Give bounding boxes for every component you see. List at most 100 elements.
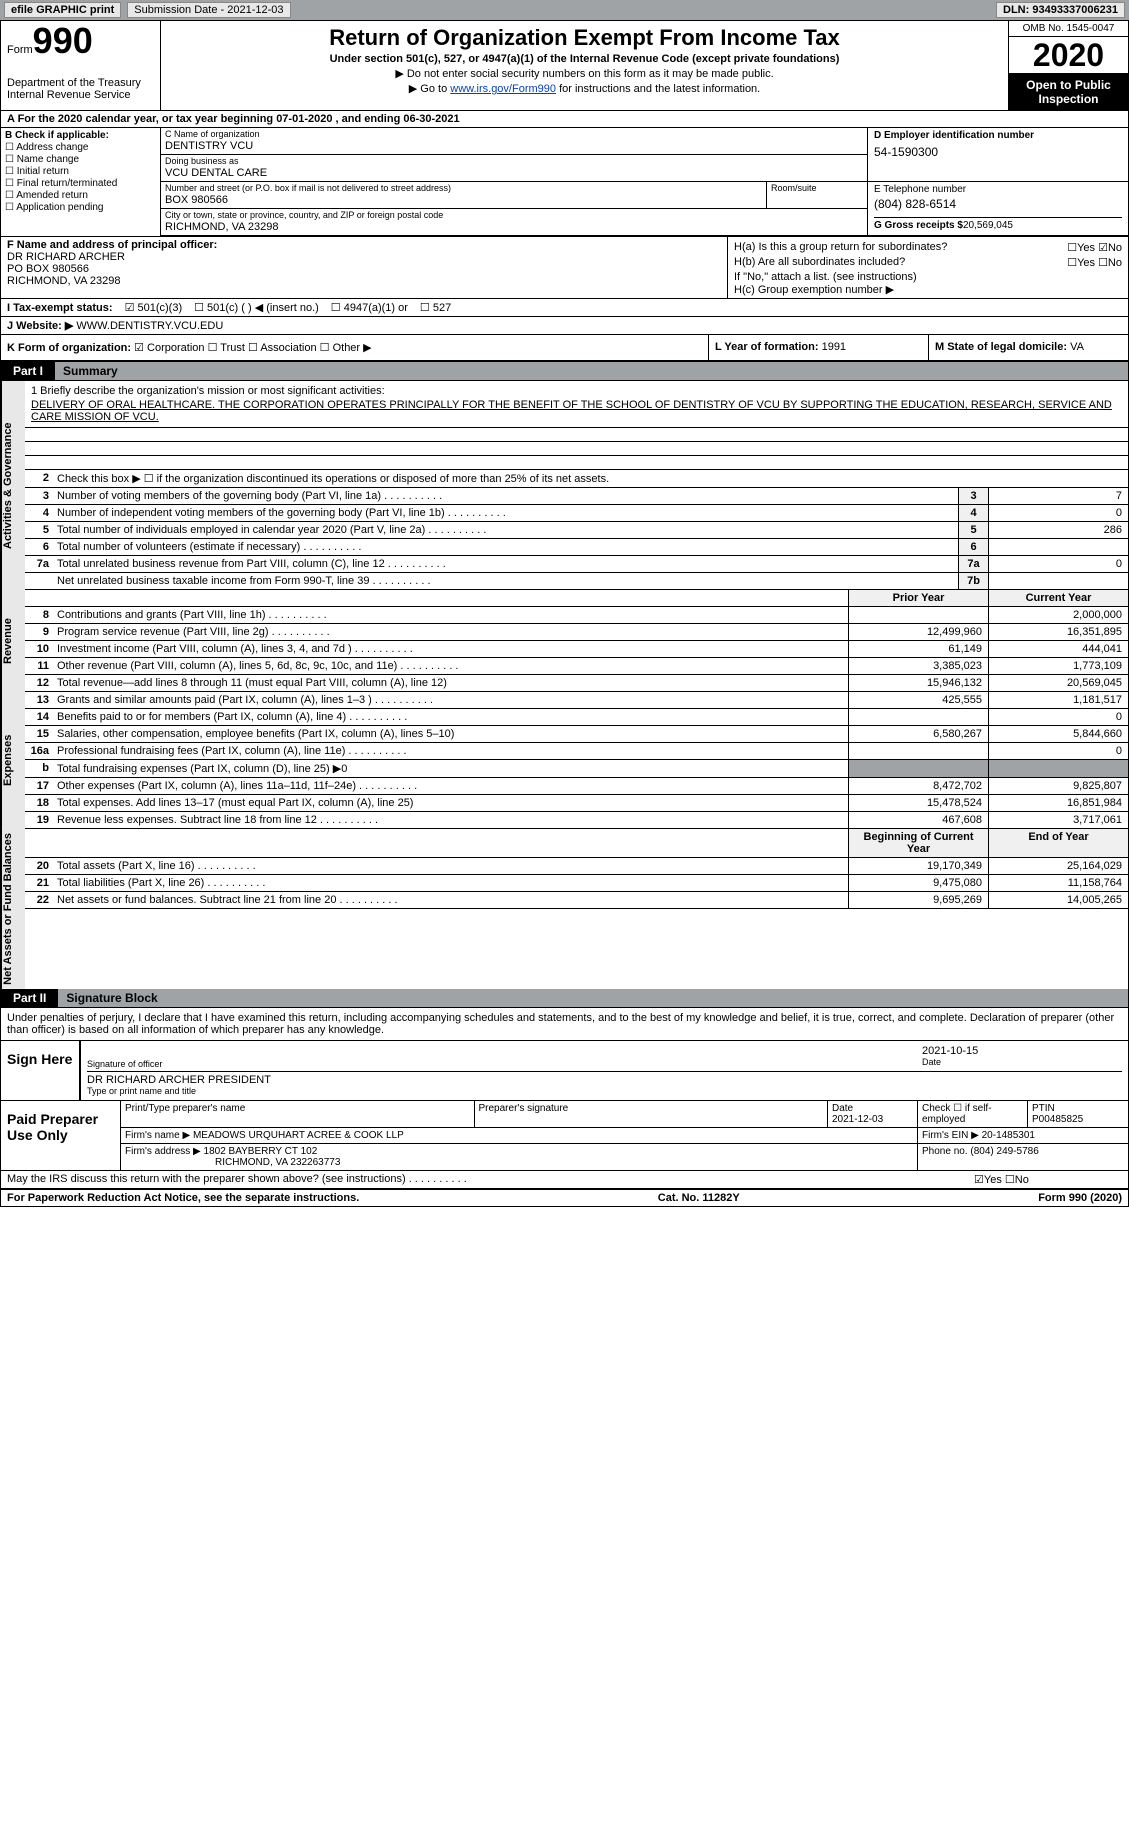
line-num: 11 [25,658,53,674]
side-governance: Activities & Governance [1,381,25,590]
firm-addr2: RICHMOND, VA 232263773 [215,1157,340,1168]
curr-val: 16,351,895 [988,624,1128,640]
chk-address-change[interactable]: ☐ Address change [5,142,156,153]
chk-501c[interactable]: ☐ 501(c) ( ) ◀ (insert no.) [194,301,319,314]
chk-trust[interactable]: ☐ Trust [208,342,245,354]
header-title-block: Return of Organization Exempt From Incom… [161,21,1008,110]
chk-4947[interactable]: ☐ 4947(a)(1) or [331,301,408,314]
row-a-tax-year: A For the 2020 calendar year, or tax yea… [1,111,1128,128]
line-desc: Investment income (Part VIII, column (A)… [53,641,848,657]
phone-label: Phone no. [922,1146,968,1157]
header-right: OMB No. 1545-0047 2020 Open to Public In… [1008,21,1128,110]
l-label: L Year of formation: [715,341,819,353]
firm-name: MEADOWS URQUHART ACREE & COOK LLP [193,1130,404,1141]
hb-answer: ☐Yes ☐No [1067,256,1122,269]
m-value: VA [1070,341,1084,353]
line-4: 4 Number of independent voting members o… [25,505,1128,522]
line-desc: Number of voting members of the governin… [53,488,958,504]
blank-line [25,428,1128,442]
prep-row-1: Print/Type preparer's name Preparer's si… [121,1101,1128,1128]
prior-val: 61,149 [848,641,988,657]
blank [53,829,848,857]
chk-final-return[interactable]: ☐ Final return/terminated [5,178,156,189]
line-desc: Check this box ▶ ☐ if the organization d… [53,470,1128,487]
line-13: 13 Grants and similar amounts paid (Part… [25,692,1128,709]
prior-val: 6,580,267 [848,726,988,742]
line-num: 20 [25,858,53,874]
line-7a: 7a Total unrelated business revenue from… [25,556,1128,573]
bullet-1: ▶ Do not enter social security numbers o… [169,67,1000,80]
suite-label: Room/suite [767,182,867,194]
pt-name-label: Print/Type preparer's name [125,1103,470,1114]
hb-note: If "No," attach a list. (see instruction… [734,271,1122,283]
irs-link[interactable]: www.irs.gov/Form990 [450,83,556,95]
table-header-row: Prior Year Current Year [25,590,1128,607]
pt-sig-label: Preparer's signature [479,1103,824,1114]
line-desc: Other expenses (Part IX, column (A), lin… [53,778,848,794]
chk-527[interactable]: ☐ 527 [420,301,451,314]
line-desc: Total number of volunteers (estimate if … [53,539,958,555]
open-to-public: Open to Public Inspection [1009,74,1128,110]
mission-text: DELIVERY OF ORAL HEALTHCARE. THE CORPORA… [31,399,1122,423]
discuss-question: May the IRS discuss this return with the… [1,1171,968,1188]
e-phone-box: E Telephone number (804) 828-6514 G Gros… [868,182,1128,235]
part-i-header: Part I Summary [1,362,1128,381]
prior-val: 3,385,023 [848,658,988,674]
side-expenses: Expenses [1,692,25,829]
block-expenses: Expenses 13 Grants and similar amounts p… [1,692,1128,829]
pt-date: 2021-12-03 [832,1114,913,1125]
chk-other[interactable]: ☐ Other ▶ [320,342,372,354]
goto-pre: ▶ Go to [409,83,450,95]
chk-corp[interactable]: ☑ Corporation [134,342,204,354]
chk-app-pending[interactable]: ☐ Application pending [5,202,156,213]
line-1-mission: 1 Briefly describe the organization's mi… [25,381,1128,428]
col-prior-year: Prior Year [848,590,988,606]
officer-name: DR RICHARD ARCHER [7,251,125,263]
line-19: 19 Revenue less expenses. Subtract line … [25,812,1128,829]
j-label: J Website: ▶ [7,320,73,332]
d-ein-box: D Employer identification number 54-1590… [868,128,1128,181]
firm-phone: (804) 249-5786 [970,1146,1038,1157]
ptin-label: PTIN [1032,1103,1124,1114]
efile-print-button[interactable]: efile GRAPHIC print [4,2,121,18]
signature-area: Under penalties of perjury, I declare th… [1,1008,1128,1190]
mission-prompt: 1 Briefly describe the organization's mi… [31,385,1122,397]
line-desc: Total assets (Part X, line 16) [53,858,848,874]
chk-name-change[interactable]: ☐ Name change [5,154,156,165]
part-ii-title: Signature Block [58,989,1128,1007]
name-label: Type or print name and title [87,1086,1122,1096]
curr-val: 1,773,109 [988,658,1128,674]
line-desc: Net unrelated business taxable income fr… [53,573,958,589]
row-a-text: A For the 2020 calendar year, or tax yea… [7,113,460,125]
end-val: 14,005,265 [988,892,1128,908]
line-10: 10 Investment income (Part VIII, column … [25,641,1128,658]
grey-cell [848,760,988,777]
line-num: 8 [25,607,53,623]
end-val: 25,164,029 [988,858,1128,874]
line-desc: Total number of individuals employed in … [53,522,958,538]
chk-assoc[interactable]: ☐ Association [248,342,317,354]
line-val [988,573,1128,589]
footer-right: Form 990 (2020) [1038,1192,1122,1204]
blank [53,590,848,606]
l-value: 1991 [822,341,846,353]
line-num: 18 [25,795,53,811]
ha-answer: ☐Yes ☑No [1067,241,1122,254]
line-num: 9 [25,624,53,640]
curr-val: 1,181,517 [988,692,1128,708]
curr-val: 0 [988,709,1128,725]
line-num: 21 [25,875,53,891]
irs-discuss-row: May the IRS discuss this return with the… [1,1171,1128,1190]
chk-501c3[interactable]: ☑ 501(c)(3) [125,301,183,314]
discuss-answer: ☑Yes ☐No [968,1171,1128,1188]
firm-name-label: Firm's name ▶ [125,1130,190,1141]
line-22: 22 Net assets or fund balances. Subtract… [25,892,1128,909]
chk-amended-return[interactable]: ☐ Amended return [5,190,156,201]
row-addr-phone: Number and street (or P.O. box if mail i… [161,182,1128,236]
line-num: 6 [25,539,53,555]
footer-left: For Paperwork Reduction Act Notice, see … [7,1192,359,1204]
dept-treasury: Department of the Treasury Internal Reve… [7,77,154,101]
line-desc: Contributions and grants (Part VIII, lin… [53,607,848,623]
col-b-checkboxes: B Check if applicable: ☐ Address change … [1,128,161,236]
chk-initial-return[interactable]: ☐ Initial return [5,166,156,177]
